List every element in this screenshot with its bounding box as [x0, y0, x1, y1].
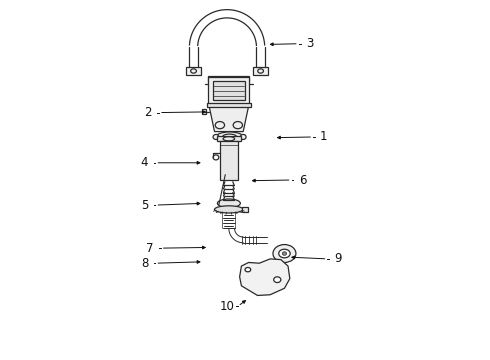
Text: 1: 1 — [320, 130, 328, 144]
Ellipse shape — [213, 134, 219, 139]
Text: 7: 7 — [146, 242, 154, 255]
Ellipse shape — [274, 277, 281, 283]
Text: 5: 5 — [141, 199, 148, 212]
Ellipse shape — [240, 134, 246, 139]
Bar — [213, 81, 245, 100]
Polygon shape — [240, 259, 290, 296]
Bar — [208, 77, 249, 104]
Bar — [243, 207, 248, 212]
Text: 10: 10 — [220, 300, 235, 313]
Polygon shape — [253, 67, 269, 75]
Text: 6: 6 — [298, 174, 306, 186]
Text: 4: 4 — [141, 156, 148, 169]
Text: 8: 8 — [141, 257, 148, 270]
Bar — [220, 141, 238, 180]
Ellipse shape — [245, 267, 251, 272]
Ellipse shape — [273, 244, 296, 262]
Polygon shape — [209, 106, 248, 132]
Text: 9: 9 — [335, 252, 342, 265]
Polygon shape — [186, 67, 201, 75]
Text: 2: 2 — [145, 106, 152, 119]
Bar — [217, 136, 241, 141]
Polygon shape — [208, 76, 249, 82]
Ellipse shape — [218, 199, 240, 208]
Ellipse shape — [216, 132, 243, 142]
Bar — [207, 103, 251, 107]
Ellipse shape — [279, 249, 290, 258]
Text: 3: 3 — [306, 37, 313, 50]
Bar — [202, 109, 206, 114]
Ellipse shape — [222, 134, 237, 140]
Ellipse shape — [282, 252, 287, 255]
Ellipse shape — [215, 206, 243, 213]
